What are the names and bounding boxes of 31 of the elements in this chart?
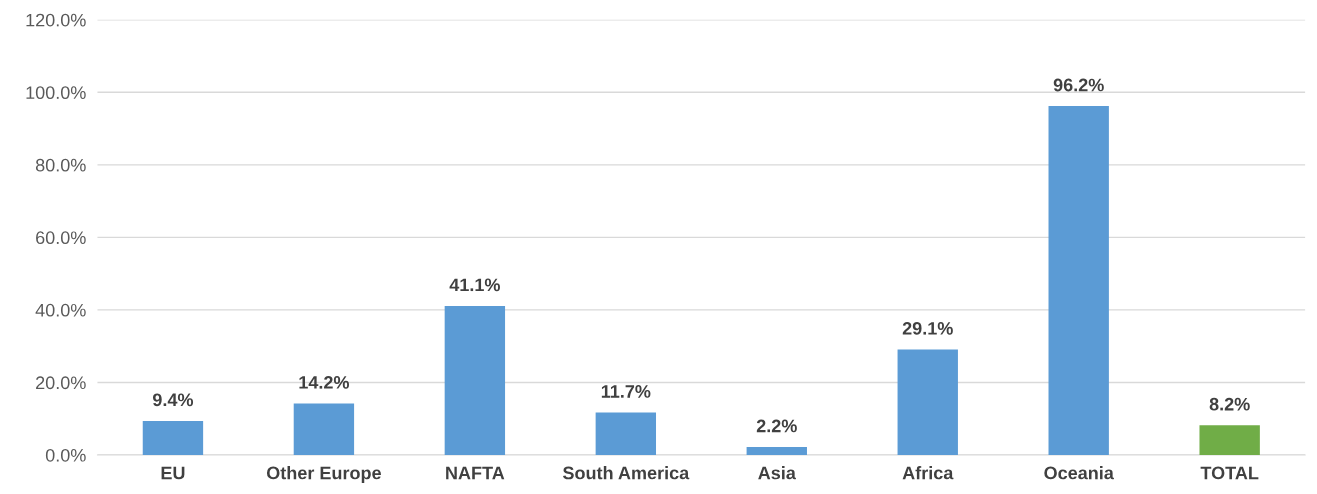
y-tick-label: 0.0% [45, 448, 86, 462]
y-tick-label: 60.0% [36, 231, 86, 245]
bar [595, 412, 657, 455]
bar [897, 349, 958, 455]
bar [746, 447, 807, 455]
data-label: 29.1% [902, 321, 953, 335]
data-label: 96.2% [1053, 78, 1104, 92]
bar [293, 403, 355, 455]
bar [1199, 425, 1260, 455]
bar [142, 420, 204, 455]
y-tick-label: 120.0% [26, 13, 86, 27]
x-tick-label: Other Europe [266, 466, 381, 483]
y-tick-label: 20.0% [36, 376, 86, 390]
x-tick-label: Oceania [1044, 466, 1114, 480]
y-tick-label: 100.0% [26, 86, 86, 100]
y-tick-label: 80.0% [35, 158, 86, 172]
x-tick-label: NAFTA [446, 466, 505, 480]
bar [1048, 106, 1109, 455]
x-tick-label: TOTAL [1200, 466, 1259, 480]
data-label: 11.7% [601, 385, 651, 398]
data-label: 14.2% [299, 376, 350, 389]
data-label: 8.2% [1209, 397, 1250, 411]
data-label: 41.1% [449, 278, 500, 292]
bar [444, 305, 506, 455]
x-tick-label: Africa [902, 466, 954, 480]
data-label: 2.2% [756, 419, 797, 433]
data-label: 9.4% [152, 393, 194, 407]
x-tick-label: EU [161, 466, 185, 480]
x-tick-label: South America [562, 466, 690, 480]
y-tick-label: 40.0% [35, 303, 86, 317]
x-tick-label: Asia [758, 466, 796, 480]
